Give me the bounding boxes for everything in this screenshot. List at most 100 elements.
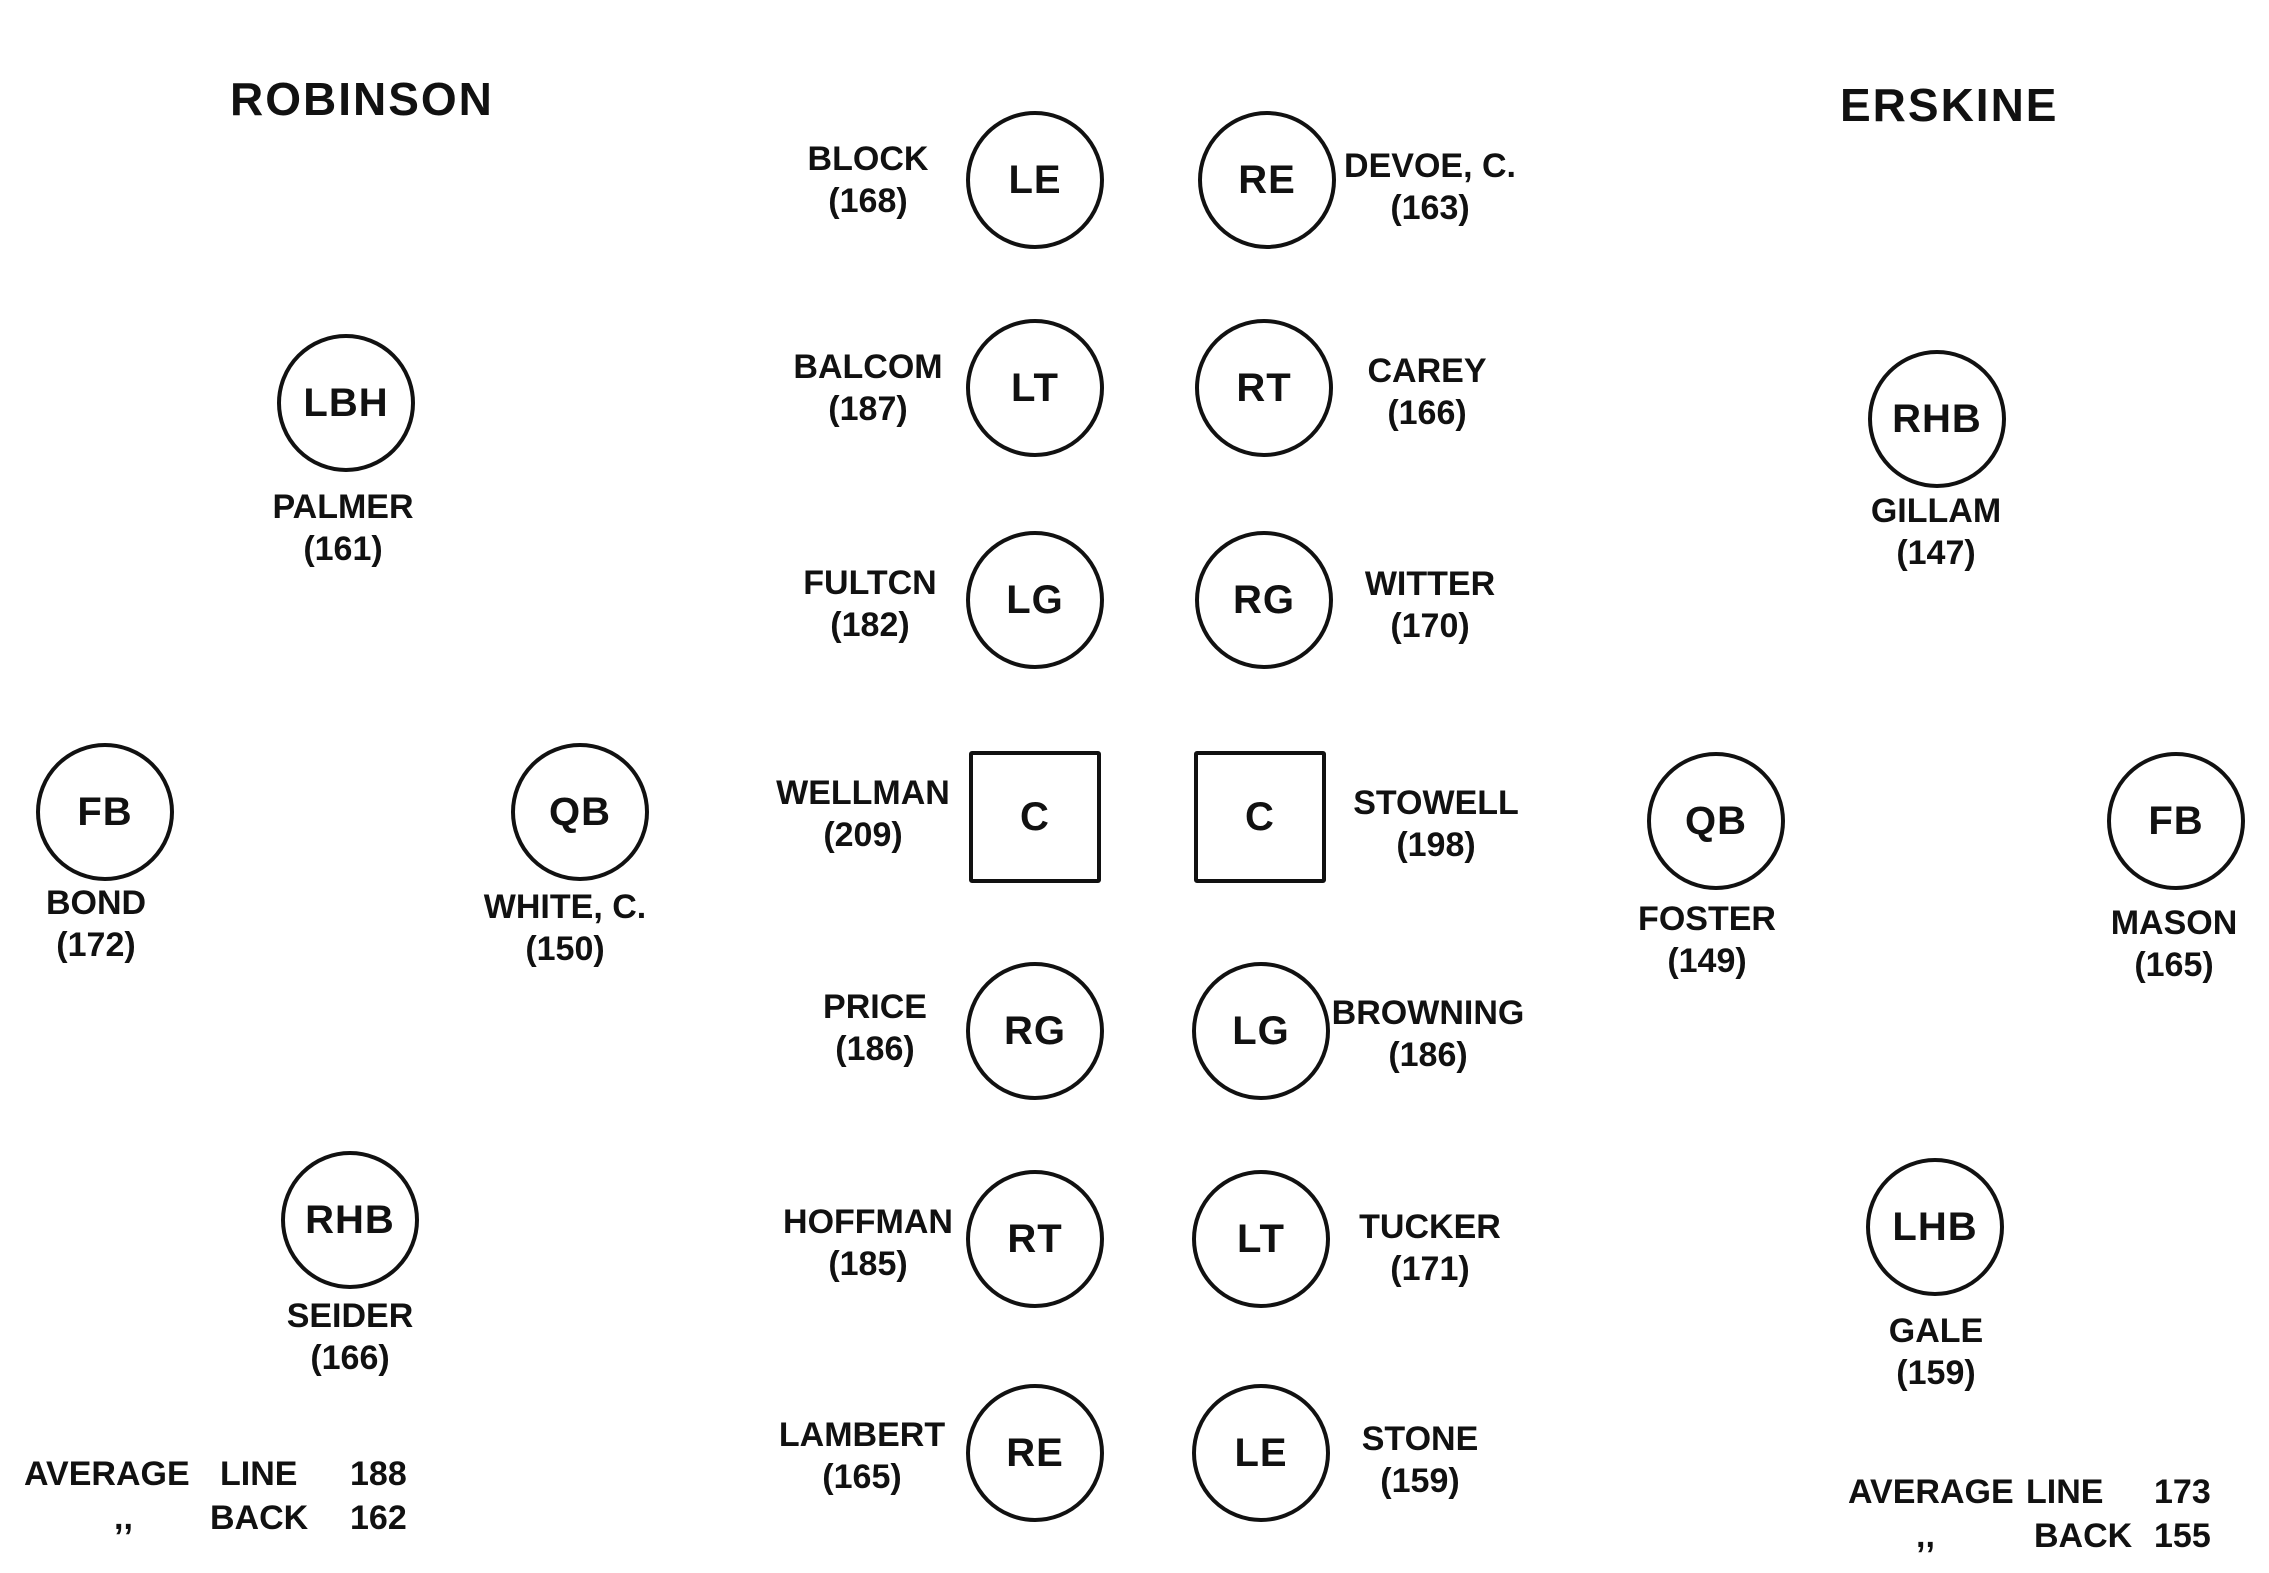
erskine-fb-marker: FB (2107, 752, 2245, 890)
player-name: MASON (2110, 904, 2238, 942)
line-label: LINE (220, 1455, 298, 1493)
robinson-lbh-player: PALMER (161) (272, 486, 413, 570)
player-weight: (171) (1390, 1250, 1470, 1288)
erskine-rt-marker: RT (1195, 319, 1333, 457)
erskine-rg-marker: RG (1195, 531, 1333, 669)
player-weight: (187) (828, 390, 908, 428)
average-label: AVERAGE (24, 1455, 190, 1493)
robinson-rt-marker: RT (966, 1170, 1104, 1308)
player-weight: (186) (1388, 1036, 1468, 1074)
erskine-qb-player: FOSTER (149) (1638, 898, 1776, 982)
player-weight: (147) (1896, 534, 1976, 572)
player-name: WITTER (1364, 565, 1496, 603)
erskine-team-title: ERSKINE (1840, 79, 2059, 131)
player-weight: (163) (1390, 189, 1470, 227)
back-label: BACK (210, 1499, 309, 1537)
erskine-re-marker: RE (1198, 111, 1336, 249)
player-weight: (170) (1390, 607, 1470, 645)
robinson-qb-player: WHITE, C. (150) (484, 886, 646, 970)
erskine-c-player: STOWELL (198) (1353, 782, 1519, 866)
player-name: STOWELL (1353, 784, 1519, 822)
line-label: LINE (2026, 1473, 2104, 1511)
erskine-lhb-marker: LHB (1866, 1158, 2004, 1296)
player-weight: (161) (303, 530, 383, 568)
player-weight: (149) (1667, 942, 1747, 980)
robinson-rhb-marker: RHB (281, 1151, 419, 1289)
erskine-le-player: STONE (159) (1362, 1418, 1479, 1502)
player-name: FULTCN (803, 564, 937, 602)
player-weight: (186) (835, 1030, 915, 1068)
player-weight: (150) (525, 930, 605, 968)
robinson-lg-marker: LG (966, 531, 1104, 669)
player-name: BOND (45, 884, 147, 922)
player-weight: (198) (1396, 826, 1476, 864)
player-name: GALE (1888, 1312, 1984, 1350)
robinson-rg-player: PRICE (186) (823, 986, 927, 1070)
robinson-rt-player: HOFFMAN (185) (783, 1201, 953, 1285)
player-name: TUCKER (1359, 1208, 1501, 1246)
player-weight: (159) (1380, 1462, 1460, 1500)
robinson-rhb-player: SEIDER (166) (287, 1295, 414, 1379)
line-average-value: 188 (350, 1455, 407, 1493)
erskine-fb-player: MASON (165) (2111, 902, 2238, 986)
player-weight: (166) (310, 1339, 390, 1377)
robinson-c-player: WELLMAN (209) (776, 772, 950, 856)
robinson-qb-marker: QB (511, 743, 649, 881)
erskine-lg-marker: LG (1192, 962, 1330, 1100)
player-name: SEIDER (286, 1297, 414, 1335)
erskine-lhb-player: GALE (159) (1889, 1310, 1983, 1394)
robinson-averages: AVERAGE LINE 188 ,, BACK 162 (24, 1452, 444, 1540)
erskine-lg-player: BROWNING (186) (1332, 992, 1525, 1076)
player-name: DEVOE, C. (1344, 147, 1516, 185)
player-name: BALCOM (793, 348, 943, 386)
line-average-value: 173 (2154, 1473, 2211, 1511)
player-name: FOSTER (1638, 900, 1776, 938)
player-weight: (165) (2134, 946, 2214, 984)
player-name: PRICE (823, 988, 927, 1026)
average-line-row: AVERAGE LINE 188 (24, 1452, 444, 1496)
player-name: GILLAM (1870, 492, 2002, 530)
robinson-re-marker: RE (966, 1384, 1104, 1522)
erskine-c-marker: C (1194, 751, 1326, 883)
robinson-c-marker: C (969, 751, 1101, 883)
erskine-re-player: DEVOE, C. (163) (1344, 145, 1516, 229)
average-back-row: ,, BACK 155 (1848, 1514, 2268, 1558)
erskine-rhb-player: GILLAM (147) (1871, 490, 2001, 574)
average-back-row: ,, BACK 162 (24, 1496, 444, 1540)
player-weight: (172) (56, 926, 136, 964)
erskine-qb-marker: QB (1647, 752, 1785, 890)
player-name: WELLMAN (776, 774, 950, 812)
average-line-row: AVERAGE LINE 173 (1848, 1470, 2268, 1514)
robinson-team-title: ROBINSON (230, 73, 494, 125)
ditto-mark: ,, (1916, 1517, 1935, 1555)
player-name: WHITE, C. (483, 888, 647, 926)
robinson-rg-marker: RG (966, 962, 1104, 1100)
player-weight: (209) (823, 816, 903, 854)
erskine-rg-player: WITTER (170) (1365, 563, 1495, 647)
robinson-fb-marker: FB (36, 743, 174, 881)
player-weight: (185) (828, 1245, 908, 1283)
player-name: BROWNING (1331, 994, 1525, 1032)
player-weight: (166) (1387, 394, 1467, 432)
robinson-fb-player: BOND (172) (46, 882, 146, 966)
back-average-value: 162 (350, 1499, 407, 1537)
robinson-lg-player: FULTCN (182) (803, 562, 936, 646)
player-weight: (165) (822, 1458, 902, 1496)
player-name: LAMBERT (778, 1416, 946, 1454)
erskine-rhb-marker: RHB (1868, 350, 2006, 488)
player-name: STONE (1361, 1420, 1479, 1458)
ditto-mark: ,, (114, 1499, 133, 1537)
erskine-lt-player: TUCKER (171) (1359, 1206, 1501, 1290)
player-name: PALMER (272, 488, 414, 526)
erskine-le-marker: LE (1192, 1384, 1330, 1522)
robinson-lt-player: BALCOM (187) (793, 346, 942, 430)
average-label: AVERAGE (1848, 1473, 2014, 1511)
back-average-value: 155 (2154, 1517, 2211, 1555)
player-weight: (182) (830, 606, 910, 644)
player-weight: (159) (1896, 1354, 1976, 1392)
robinson-lt-marker: LT (966, 319, 1104, 457)
erskine-rt-player: CAREY (166) (1367, 350, 1486, 434)
robinson-lbh-marker: LBH (277, 334, 415, 472)
player-weight: (168) (828, 182, 908, 220)
robinson-re-player: LAMBERT (165) (779, 1414, 945, 1498)
